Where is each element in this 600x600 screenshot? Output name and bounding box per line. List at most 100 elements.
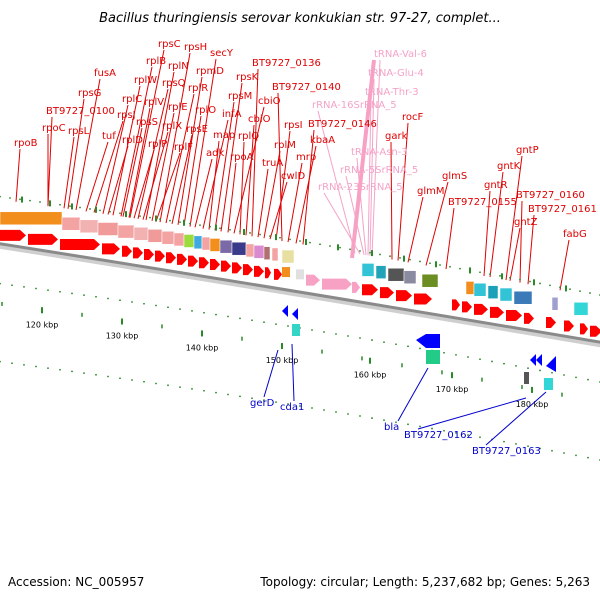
guide-dot xyxy=(239,230,241,233)
guide-dot xyxy=(289,238,291,241)
guide-dot xyxy=(489,273,491,275)
feature-box xyxy=(499,287,513,302)
leader-line xyxy=(145,71,175,221)
guide-dot xyxy=(275,323,277,325)
guide-dot xyxy=(251,319,253,322)
guide-dot xyxy=(143,302,145,305)
leader-line xyxy=(295,145,317,244)
guide-dot xyxy=(99,209,101,212)
gene-label: rplM xyxy=(274,140,296,151)
forward-cds-arrow xyxy=(452,299,460,311)
guide-dot xyxy=(419,260,421,263)
gene-label: rpmD xyxy=(196,66,224,77)
gene-label: glmM xyxy=(417,186,445,197)
forward-cds-arrow xyxy=(102,243,120,255)
gene-label: map xyxy=(213,130,235,141)
leader-line xyxy=(519,200,523,283)
feature-box xyxy=(375,265,387,279)
guide-dot xyxy=(491,360,493,363)
gene-label: BT9727_0155 xyxy=(448,197,517,208)
feature-box xyxy=(245,243,255,258)
guide-dot xyxy=(383,341,385,344)
reverse-leader-line xyxy=(291,343,295,402)
leader-line xyxy=(128,107,151,218)
reverse-strand-features xyxy=(282,305,556,390)
leader-line xyxy=(208,140,220,230)
guide-dot xyxy=(347,335,349,337)
leader-line xyxy=(159,52,191,223)
guide-dot xyxy=(319,243,321,246)
reverse-cds-arrow xyxy=(292,308,298,320)
gene-label: BT9727_0100 xyxy=(46,106,115,117)
guide-dot xyxy=(371,417,373,419)
gene-label: rRNA-5SrRNA_5 xyxy=(340,165,418,176)
feature-box xyxy=(183,234,195,248)
leader-line xyxy=(275,130,291,241)
reverse-cds-arrow xyxy=(282,305,288,317)
forward-cds-arrow xyxy=(28,233,58,245)
gene-label: rpsJ xyxy=(117,110,136,121)
gene-label: rpoC xyxy=(42,123,66,134)
genome-summary-text: Topology: circular; Length: 5,237,682 bp… xyxy=(259,575,590,589)
leader-line xyxy=(75,78,101,211)
guide-dot xyxy=(395,343,397,346)
guide-dot xyxy=(299,240,301,242)
leader-line xyxy=(67,98,85,209)
leader-line xyxy=(302,129,315,245)
feature-box xyxy=(0,211,63,226)
guide-dot xyxy=(439,264,441,266)
leader-line xyxy=(425,181,449,266)
guide-dot xyxy=(479,436,481,439)
guide-dot xyxy=(275,401,277,403)
guide-dot xyxy=(95,295,97,298)
guide-dot xyxy=(503,362,505,365)
leader-line xyxy=(367,97,372,256)
gene-label: rpsE xyxy=(186,124,208,135)
feature-box xyxy=(487,285,499,299)
leader-line xyxy=(183,115,202,226)
forward-cds-arrow xyxy=(0,229,26,241)
guide-dot xyxy=(229,228,231,231)
feature-box xyxy=(231,241,247,256)
leader-line xyxy=(151,112,175,222)
guide-dot xyxy=(179,386,181,389)
guide-dot xyxy=(429,262,431,265)
leader-line xyxy=(371,59,381,257)
forward-cds-arrow xyxy=(133,247,143,259)
leader-line xyxy=(509,227,521,281)
guide-dot xyxy=(131,301,133,303)
forward-cds-arrow xyxy=(265,267,271,279)
leader-line xyxy=(251,68,259,237)
guide-dot xyxy=(575,454,577,457)
guide-dot xyxy=(369,251,371,254)
leader-line xyxy=(269,181,288,240)
gene-label: rplE xyxy=(168,102,188,113)
gene-label: tRNA-Glu-4 xyxy=(368,68,424,79)
guide-dot xyxy=(47,367,49,370)
guide-dot xyxy=(35,287,37,290)
forward-cds-arrow xyxy=(155,250,165,262)
reverse-gene-label: BT9727_0162 xyxy=(404,430,473,441)
feature-box xyxy=(201,236,211,251)
leader-line xyxy=(112,85,141,216)
leader-line xyxy=(47,116,53,207)
guide-dot xyxy=(59,290,61,293)
guide-dot xyxy=(349,248,351,251)
forward-cds-arrow xyxy=(199,257,209,269)
forward-cds-arrow xyxy=(506,310,522,322)
reverse-gene-label: bla xyxy=(384,422,399,433)
guide-dot xyxy=(443,429,445,432)
forward-gene-labels: rpoBrpoCBT9727_0100rpsGrpsLfusAtufrpsJrp… xyxy=(14,39,597,240)
forward-cds-arrow xyxy=(210,258,220,270)
leader-line xyxy=(102,104,129,214)
guide-dot xyxy=(167,306,169,309)
guide-dot xyxy=(527,367,529,370)
genome-backbone xyxy=(0,242,600,344)
reverse-gene-label: gerD xyxy=(250,398,275,409)
leader-line xyxy=(93,120,124,213)
guide-dot xyxy=(579,290,581,293)
trna-arrow xyxy=(352,281,360,293)
guide-dot xyxy=(219,227,221,230)
reverse-feature-box xyxy=(544,378,553,390)
guide-dot xyxy=(107,375,109,378)
